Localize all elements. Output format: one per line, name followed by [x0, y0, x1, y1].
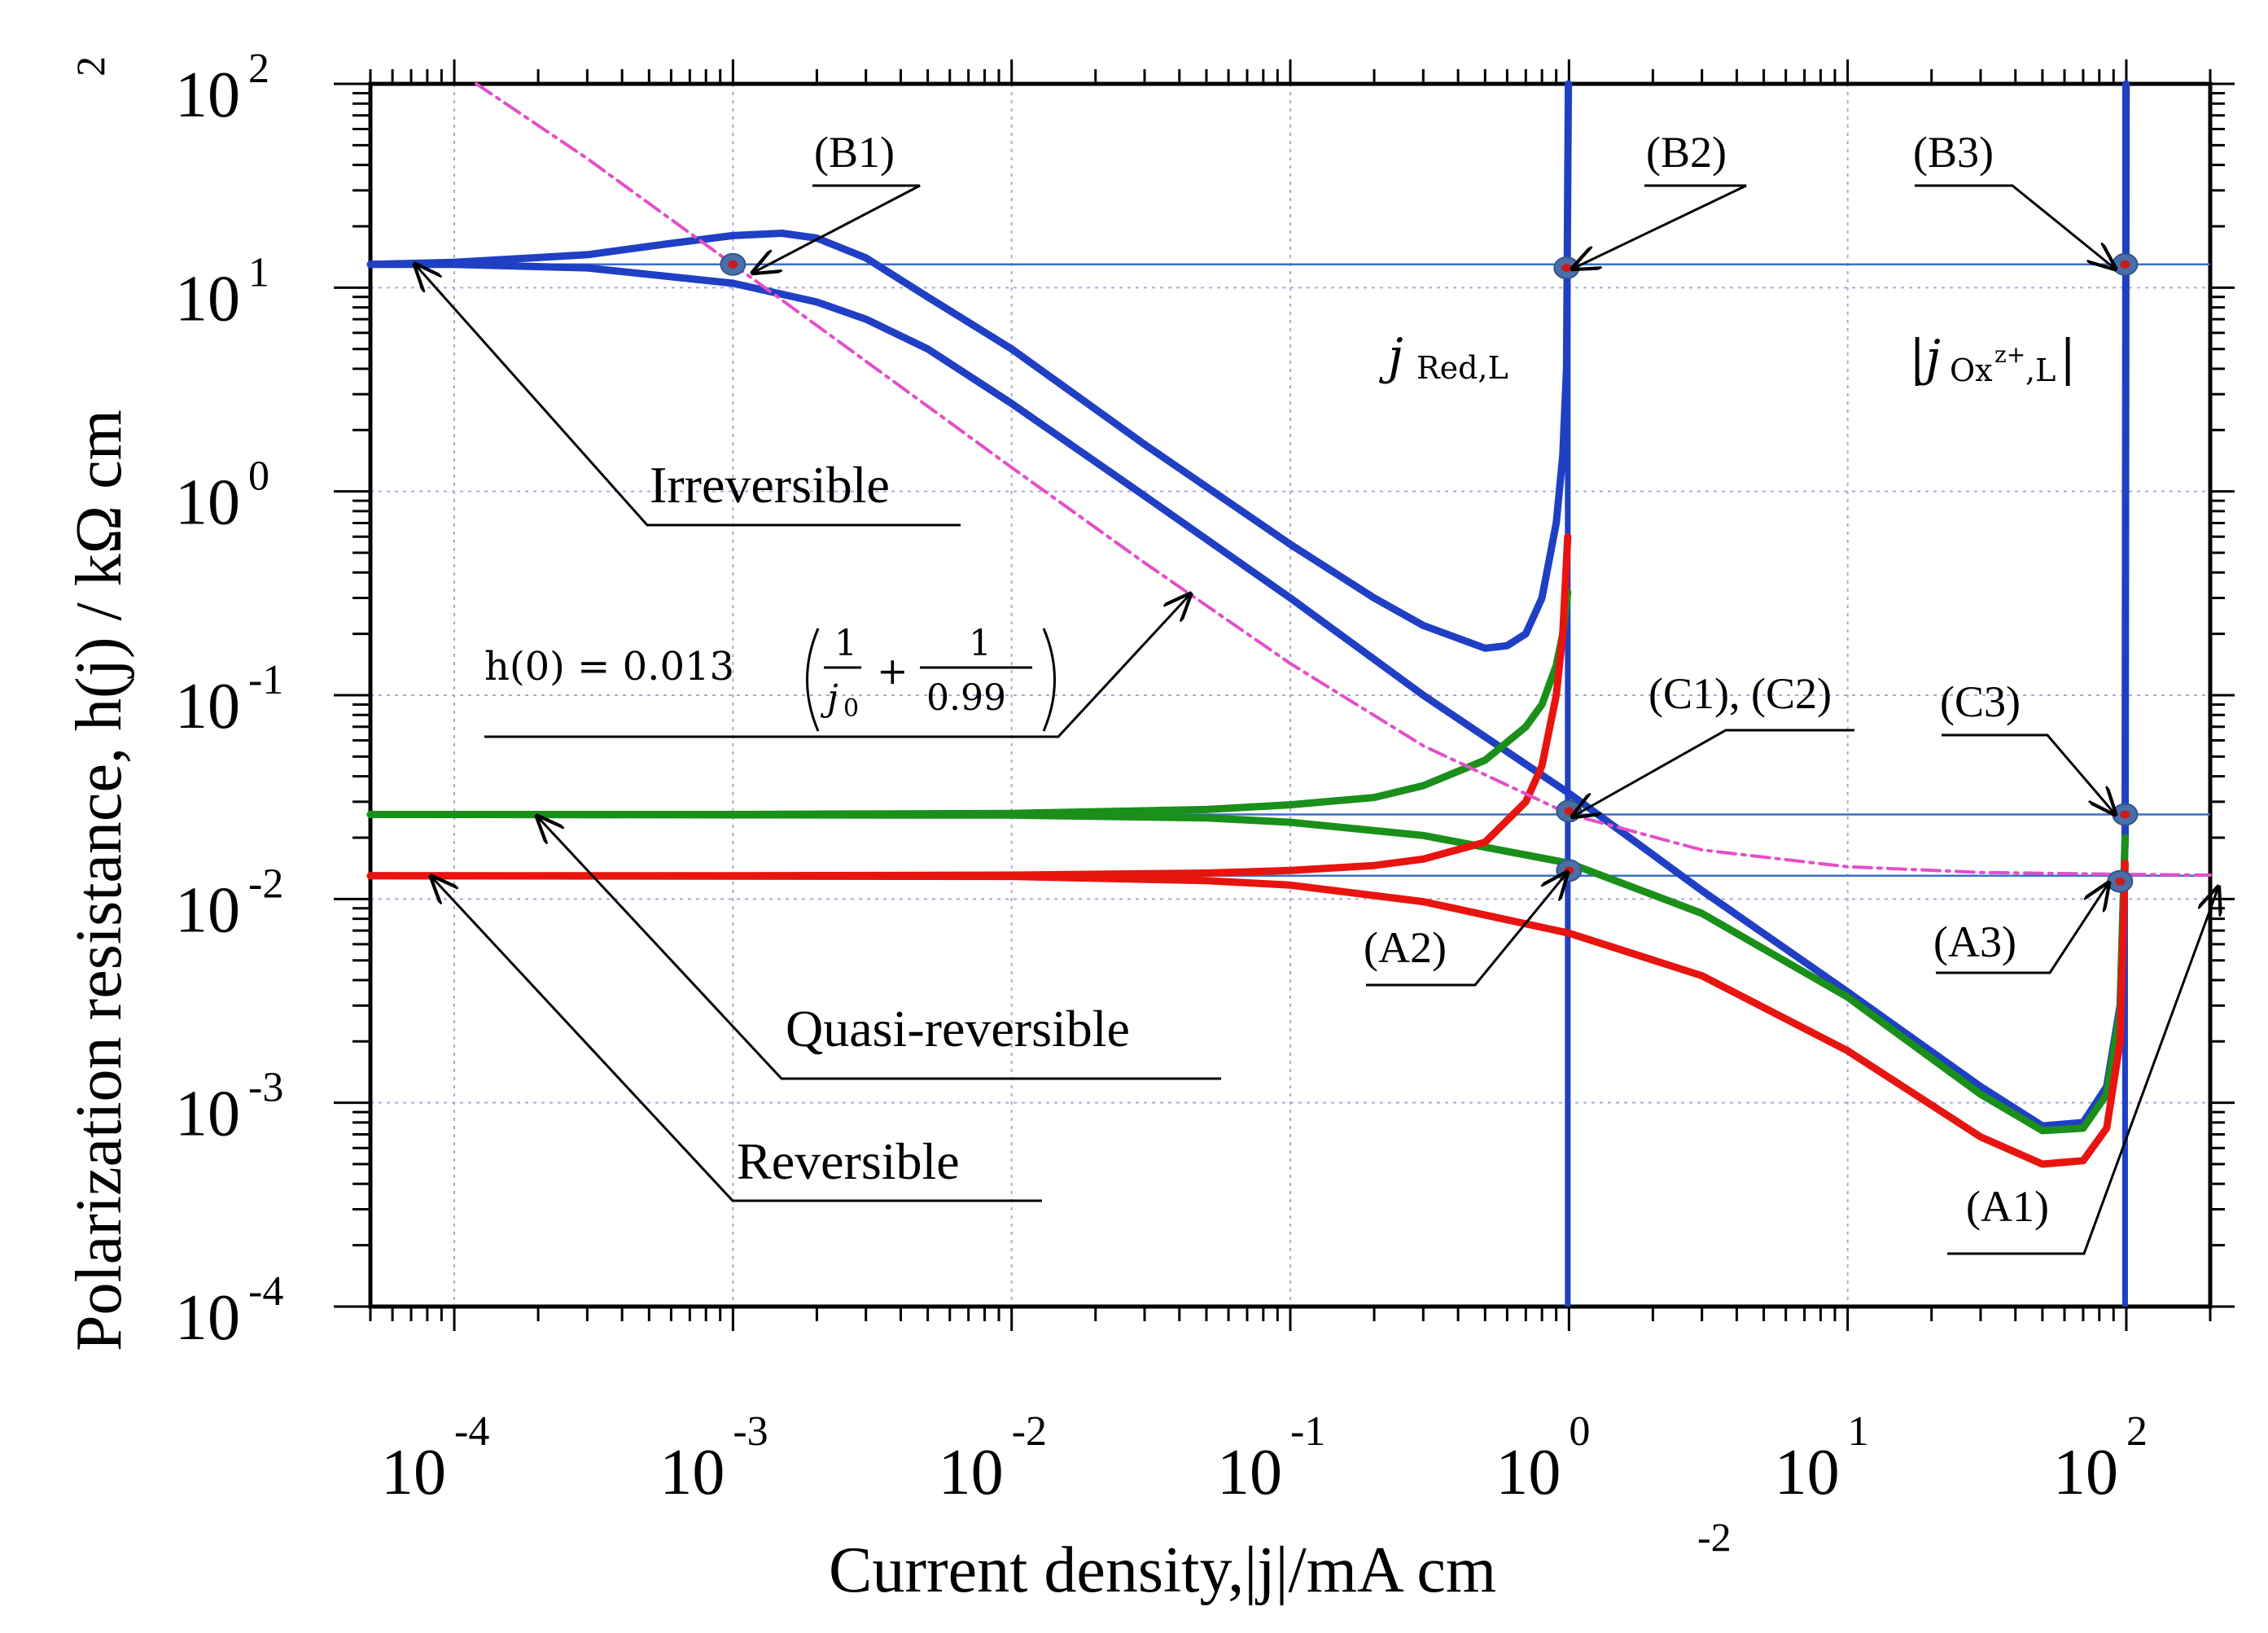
y-tick-label: 10	[175, 59, 240, 131]
x-tick-label-exponent: -3	[733, 1408, 768, 1455]
x-tick-label: 10	[1495, 1437, 1561, 1508]
annotation-arrow	[1573, 729, 1854, 816]
annotation-c1-c2: (C1), (C2)	[1648, 669, 1832, 718]
limit-label-ox: |j Ox z+ ,L |	[1909, 330, 2076, 388]
annotation-b2: (B2)	[1646, 128, 1727, 177]
marker-point-center	[728, 260, 738, 269]
series-line-1	[366, 80, 1573, 652]
limit-label-red-sub: Red,L	[1416, 350, 1508, 386]
y-tick-label: 10	[175, 874, 240, 946]
x-tick-label-exponent: -1	[1290, 1408, 1325, 1455]
formula-left-paren	[806, 628, 820, 732]
marker-point-center	[2120, 810, 2130, 819]
formula-right-paren	[1042, 628, 1056, 732]
label-irreversible: Irreversible	[650, 456, 890, 514]
marker-point-center	[2115, 877, 2126, 886]
annotation-c3: (C3)	[1940, 677, 2021, 726]
axis-ticks	[334, 59, 2235, 1331]
annotation-arrow	[484, 594, 1190, 738]
series-line-7	[475, 82, 2212, 877]
y-axis-title: Polarization resistance, h(j) / kΩ cm	[63, 409, 135, 1351]
y-tick-label-exponent: 2	[248, 46, 269, 92]
y-axis-label: Polarization resistance, h(j) / kΩ cm	[63, 409, 135, 1351]
y-tick-label-exponent: -3	[248, 1065, 283, 1111]
y-tick-label: 10	[175, 1079, 240, 1150]
series-line-6	[366, 859, 2129, 1168]
annotation-b1: (B1)	[814, 128, 895, 177]
limit-label-ox-end: |	[2060, 330, 2076, 387]
formula-numerator-2: 1	[969, 623, 992, 664]
x-tick-label-exponent: 0	[1569, 1408, 1590, 1455]
limit-label-ox-sub: Ox	[1950, 352, 1993, 388]
annotation-arrows	[415, 184, 2218, 1255]
y-tick-label-exponent: 0	[248, 453, 269, 500]
limit-label-ox-main: |j	[1909, 330, 1941, 387]
limit-label-red-main: j	[1379, 328, 1403, 385]
annotation-arrow	[431, 877, 1042, 1202]
limit-label-ox-sub2: ,L	[2025, 352, 2056, 388]
x-tick-label-exponent: 2	[2126, 1408, 2148, 1455]
series-line-4	[366, 811, 2129, 1135]
y-tick-label-exponent: -4	[248, 1268, 283, 1315]
y-tick-label: 10	[175, 467, 240, 539]
annotation-arrow	[415, 265, 961, 527]
annotation-arrow	[537, 816, 1221, 1080]
y-tick-label: 10	[175, 1282, 240, 1354]
x-tick-label: 10	[659, 1437, 725, 1508]
formula-plus: +	[877, 649, 909, 693]
y-tick-label-exponent: -2	[248, 860, 283, 907]
y-tick-label: 10	[175, 671, 240, 742]
x-tick-label: 10	[1775, 1437, 1840, 1508]
annotation-b3: (B3)	[1913, 128, 1994, 177]
x-tick-label: 10	[1217, 1437, 1282, 1508]
x-tick-label: 10	[2053, 1437, 2118, 1508]
y-axis-label-exponent: 2	[68, 56, 113, 77]
label-reversible: Reversible	[737, 1132, 960, 1190]
annotation-a2: (A2)	[1364, 923, 1447, 972]
annotation-arrow	[1942, 733, 2115, 814]
annotation-arrow	[753, 184, 921, 273]
marker-point-center	[2120, 260, 2130, 269]
x-tick-label-exponent: -2	[1012, 1408, 1047, 1455]
annotation-arrow	[1366, 873, 1567, 987]
annotation-a3: (A3)	[1933, 917, 2016, 966]
x-tick-label: 10	[381, 1437, 446, 1508]
label-quasi-reversible: Quasi-reversible	[786, 1000, 1130, 1057]
limit-label-ox-sup: z+	[1994, 341, 2025, 368]
annotation-arrow	[1915, 184, 2115, 269]
annotation-arrow	[1573, 184, 1747, 269]
marker-point-center	[1561, 264, 1572, 273]
annotation-a1: (A1)	[1966, 1182, 2049, 1231]
y-tick-label: 10	[175, 263, 240, 335]
x-tick-label-exponent: 1	[1848, 1408, 1869, 1455]
series-line-2	[366, 80, 2130, 1130]
annotation-arrow	[1936, 883, 2108, 974]
limit-label-red: j Red,L	[1379, 328, 1508, 386]
x-axis-label-exponent: -2	[1697, 1514, 1732, 1560]
marker-point-center	[1564, 807, 1574, 816]
grid	[370, 83, 2210, 1307]
formula-denominator-2: 0.99	[926, 677, 1006, 719]
x-tick-label-exponent: -4	[454, 1408, 489, 1455]
formula-h0: h(0) = 0.013 1 j 0 + 1 0.99	[484, 623, 1056, 732]
annotation-arrow	[1947, 887, 2218, 1255]
x-axis-title: Current density,|j|/mA cm -2	[829, 1514, 1732, 1606]
x-tick-label: 10	[939, 1437, 1004, 1508]
series-lines	[366, 80, 2212, 1168]
y-tick-label-exponent: 1	[248, 249, 269, 296]
formula-numerator-1: 1	[834, 623, 857, 664]
point-annotations: (B1) (B2) (B3) (C1), (C2) (C3) (A2) (A3)…	[650, 128, 2049, 1231]
x-axis-label: Current density,|j|/mA cm	[829, 1534, 1496, 1606]
formula-lhs: h(0) = 0.013	[484, 644, 734, 690]
formula-denominator-1-sub: 0	[843, 694, 859, 723]
y-tick-label-exponent: -1	[248, 657, 283, 703]
formula-denominator-1: j	[820, 677, 838, 719]
